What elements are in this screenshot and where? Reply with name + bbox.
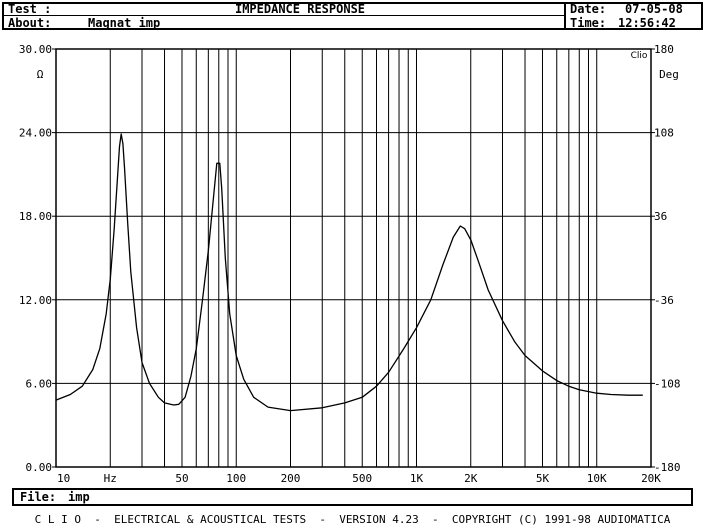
plot-border [55, 48, 652, 468]
test-label: Test : [8, 2, 52, 16]
x-tick-label: 200 [281, 472, 301, 485]
file-label: File: [20, 490, 57, 504]
header-row-divider [2, 15, 566, 16]
y2-tick-label: -180 [654, 461, 681, 474]
header-bar [2, 2, 703, 30]
y2-tick-label: 180 [654, 43, 674, 56]
date-value: 07-05-08 [625, 2, 683, 16]
about-label: About: [8, 16, 52, 30]
x-tick-label: 10 [57, 472, 70, 485]
y-tick-label: 18.00 [19, 210, 52, 223]
clio-corner-label: Clio [631, 51, 648, 61]
x-tick-label: 500 [352, 472, 372, 485]
y2-tick-label: -108 [654, 377, 681, 390]
header-divider-right [564, 2, 566, 30]
y-tick-label: 0.00 [26, 461, 53, 474]
about-value: Magnat imp [88, 16, 161, 30]
y2-tick-label: -36 [654, 294, 674, 307]
y2-tick-label: 36 [654, 210, 667, 223]
y-tick-label: 24.00 [19, 127, 52, 140]
y-tick-label: 12.00 [19, 294, 52, 307]
file-value: imp [68, 490, 90, 504]
x-tick-label: 1K [410, 472, 424, 485]
time-label: Time: [570, 16, 607, 30]
x-tick-label: 5K [536, 472, 550, 485]
impedance-curve [55, 133, 643, 412]
x-tick-label: 20K [641, 472, 661, 485]
page-title: IMPEDANCE RESPONSE [234, 2, 366, 16]
date-label: Date: [570, 2, 607, 16]
footer-copyright: C L I O - ELECTRICAL & ACOUSTICAL TESTS … [34, 513, 671, 526]
y2-tick-label: 108 [654, 127, 674, 140]
y-tick-label: 30.00 [19, 43, 52, 56]
y-axis-unit-label: Ω [37, 68, 44, 81]
time-value: 12:56:42 [618, 16, 676, 30]
x-tick-label: 2K [464, 472, 478, 485]
x-tick-label: 10K [587, 472, 607, 485]
file-bar [12, 488, 693, 506]
y-tick-label: 6.00 [26, 377, 53, 390]
y2-axis-unit-label: Deg [659, 68, 679, 81]
x-tick-label: 100 [226, 472, 246, 485]
x-tick-label: 50 [175, 472, 188, 485]
x-tick-label: Hz [104, 472, 117, 485]
